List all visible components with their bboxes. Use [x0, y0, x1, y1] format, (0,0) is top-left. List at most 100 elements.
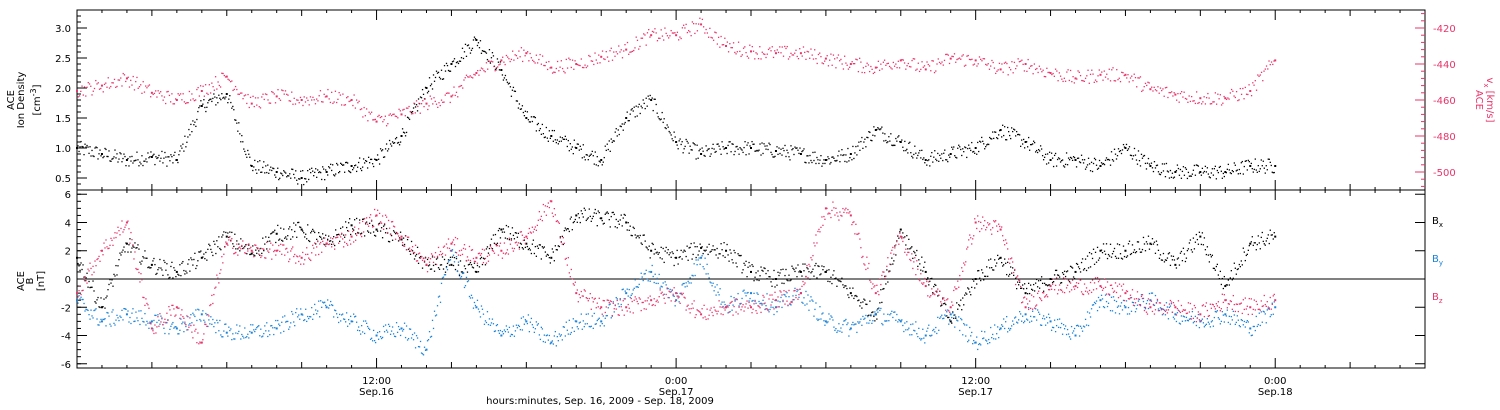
trace-dot — [634, 234, 636, 236]
trace-dot — [1208, 261, 1211, 263]
trace-dot — [116, 314, 118, 316]
trace-dot — [564, 135, 566, 138]
trace-dot — [227, 78, 229, 80]
trace-dot — [292, 313, 294, 315]
density-y-tick-label: 2.5 — [55, 54, 71, 65]
data-point — [250, 102, 253, 105]
trace-dot — [374, 235, 377, 237]
trace-dot — [678, 256, 680, 259]
trace-dot — [447, 69, 450, 72]
trace-dot — [856, 59, 858, 61]
trace-dot — [874, 311, 876, 313]
trace-dot — [116, 85, 118, 88]
trace-dot — [1173, 176, 1176, 178]
trace-dot — [269, 102, 272, 104]
data-point — [325, 171, 328, 173]
trace-dot — [890, 312, 892, 315]
trace-dot — [964, 324, 966, 326]
data-point — [1274, 59, 1277, 62]
trace-dot — [324, 96, 327, 98]
trace-dot — [1140, 153, 1143, 156]
trace-dot — [941, 314, 943, 316]
trace-dot — [709, 251, 711, 253]
trace-dot — [1060, 281, 1063, 284]
trace-dot — [1205, 97, 1208, 99]
trace-dot — [160, 315, 162, 317]
trace-dot — [684, 27, 686, 29]
trace-dot — [648, 271, 650, 273]
trace-dot — [1054, 68, 1057, 70]
trace-dot — [543, 334, 546, 336]
trace-dot — [1230, 172, 1232, 175]
trace-dot — [1017, 281, 1019, 283]
trace-dot — [578, 322, 580, 324]
trace-dot — [807, 268, 809, 270]
trace-dot — [245, 244, 247, 246]
trace-dot — [1046, 153, 1049, 155]
trace-dot — [765, 272, 767, 275]
trace-dot — [392, 113, 394, 116]
trace-dot — [616, 53, 619, 55]
trace-dot — [442, 101, 444, 104]
trace-dot — [447, 259, 450, 261]
trace-dot — [1154, 252, 1157, 254]
trace-dot — [278, 97, 280, 100]
trace-dot — [769, 143, 771, 146]
trace-dot — [1007, 261, 1009, 264]
trace-dot — [386, 150, 389, 152]
trace-dot — [1060, 322, 1063, 325]
trace-dot — [207, 325, 209, 328]
trace-dot — [641, 107, 643, 109]
trace-dot — [881, 126, 883, 128]
trace-dot — [142, 255, 144, 258]
trace-dot — [1194, 174, 1197, 176]
data-point — [725, 249, 728, 252]
data-point — [550, 66, 553, 69]
trace-dot — [816, 156, 818, 159]
trace-dot — [583, 66, 585, 69]
trace-dot — [809, 57, 811, 59]
trace-dot — [440, 99, 443, 101]
data-point — [774, 306, 777, 309]
trace-dot — [200, 100, 202, 102]
trace-dot — [752, 143, 754, 145]
trace-dot — [116, 232, 118, 234]
trace-dot — [1058, 158, 1061, 160]
trace-dot — [1061, 272, 1064, 274]
trace-dot — [910, 247, 912, 249]
data-point — [700, 246, 703, 249]
trace-dot — [1154, 294, 1157, 297]
trace-dot — [163, 327, 165, 329]
trace-dot — [730, 46, 732, 49]
trace-dot — [714, 151, 716, 153]
trace-dot — [463, 286, 466, 289]
trace-dot — [891, 68, 893, 70]
trace-dot — [216, 319, 218, 321]
trace-dot — [864, 299, 866, 301]
trace-dot — [279, 99, 282, 101]
trace-dot — [1146, 84, 1148, 87]
trace-dot — [87, 146, 89, 148]
data-point — [1174, 171, 1177, 173]
trace-dot — [275, 319, 277, 322]
trace-dot — [732, 42, 735, 44]
trace-dot — [814, 264, 816, 267]
trace-dot — [760, 58, 762, 60]
trace-dot — [315, 309, 317, 311]
trace-dot — [228, 98, 230, 100]
trace-dot — [662, 121, 664, 124]
trace-dot — [726, 306, 728, 308]
trace-dot — [91, 315, 93, 317]
trace-dot — [552, 343, 554, 345]
trace-dot — [765, 305, 767, 307]
trace-dot — [812, 58, 815, 60]
trace-dot — [1242, 324, 1244, 326]
trace-dot — [966, 55, 968, 57]
trace-dot — [576, 221, 578, 223]
trace-dot — [1267, 307, 1269, 310]
trace-dot — [585, 219, 587, 222]
trace-dot — [112, 157, 114, 160]
trace-dot — [542, 133, 545, 135]
trace-dot — [953, 146, 955, 148]
